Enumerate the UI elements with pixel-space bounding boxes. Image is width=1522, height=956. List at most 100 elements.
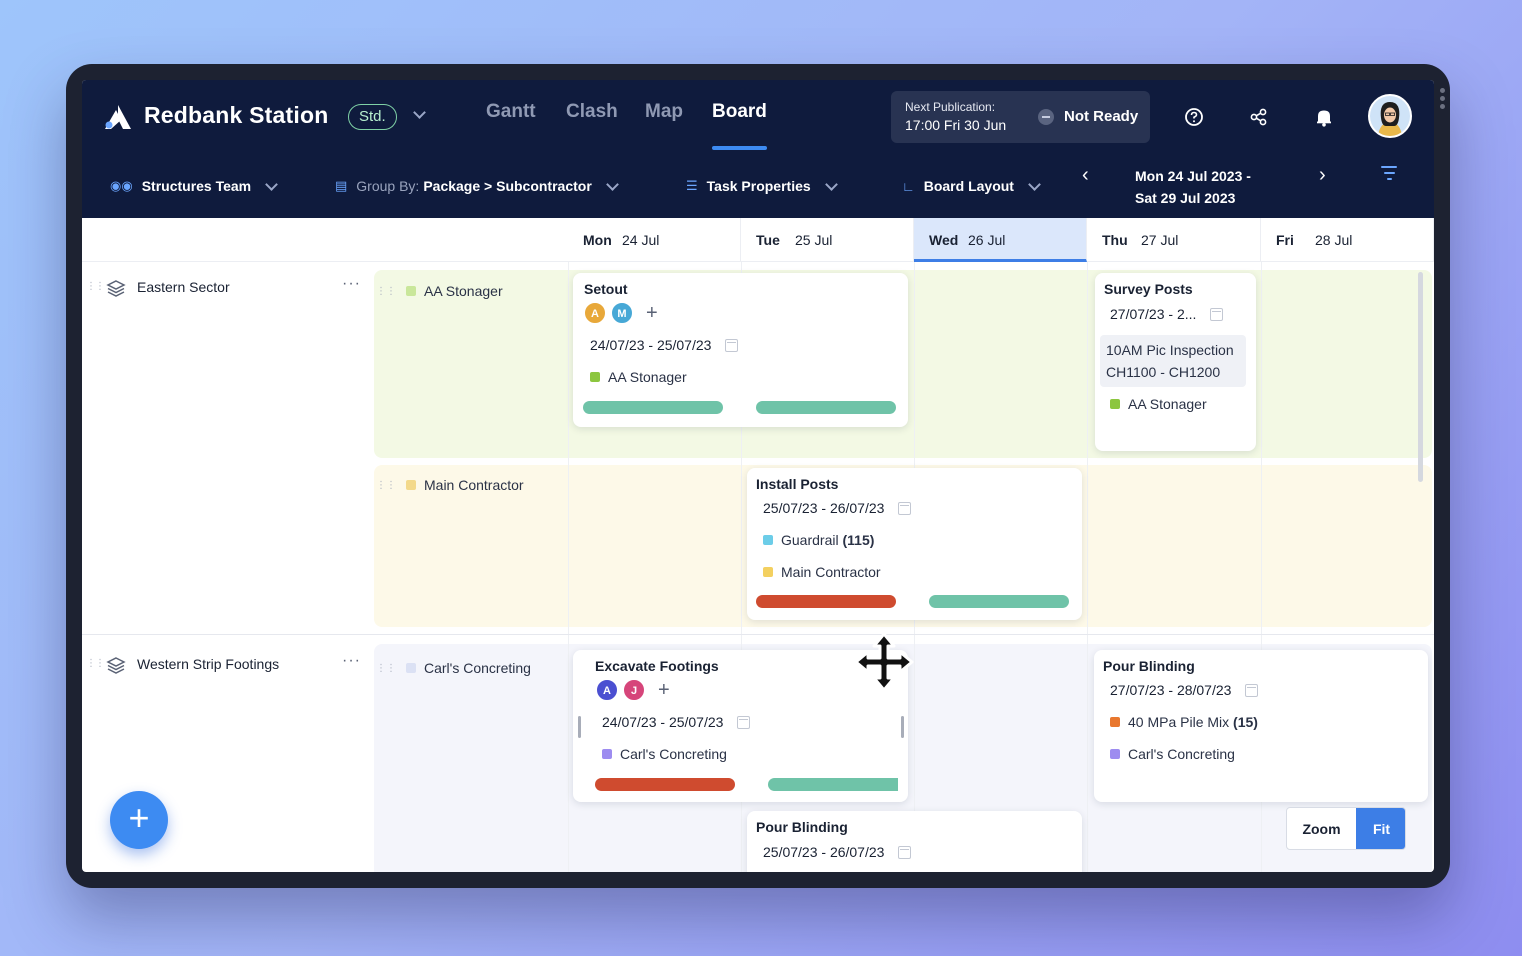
- material-color: [763, 535, 773, 545]
- calendar-icon[interactable]: [898, 502, 912, 515]
- chevron-left-icon[interactable]: ‹: [1082, 164, 1089, 186]
- group-by-selector[interactable]: ▤ Group By: Package > Subcontractor: [335, 177, 619, 194]
- progress-bar: [929, 595, 1069, 608]
- tab-board[interactable]: Board: [712, 101, 767, 122]
- day-name: Mon: [583, 232, 612, 248]
- assignee-avatar[interactable]: M: [611, 302, 633, 324]
- list-icon: ☰: [686, 178, 698, 193]
- card-dates: 27/07/23 - 2...: [1110, 306, 1224, 322]
- subgroup-color: [406, 663, 416, 673]
- chevron-down-icon: [605, 177, 619, 191]
- task-card-setout[interactable]: Setout A M + 24/07/23 - 25/07/23 AA Ston…: [573, 273, 908, 427]
- date-range-start: Mon 24 Jul 2023 -: [1135, 168, 1251, 184]
- sector-western[interactable]: ⋮⋮ Western Strip Footings ···: [82, 652, 372, 684]
- day-header-mon: Mon 24 Jul: [568, 218, 741, 262]
- card-dates: 25/07/23 - 26/07/23: [763, 500, 912, 516]
- date-range: Mon 24 Jul 2023 - Sat 29 Jul 2023: [1135, 165, 1251, 209]
- calendar-icon[interactable]: [737, 716, 751, 729]
- board-layout-button[interactable]: ∟ Board Layout: [902, 177, 1041, 194]
- filter-icon[interactable]: [1380, 166, 1398, 184]
- card-subcontractor: Carl's Concreting: [602, 746, 727, 762]
- assignee-avatar[interactable]: J: [623, 679, 645, 701]
- resize-handle-left[interactable]: [578, 716, 581, 738]
- publication-status[interactable]: Next Publication: 17:00 Fri 30 Jun Not R…: [891, 91, 1150, 143]
- task-card-pour-blinding[interactable]: Pour Blinding 27/07/23 - 28/07/23 40 MPa…: [1094, 650, 1428, 802]
- card-subcontractor: AA Stonager: [1110, 396, 1207, 412]
- team-selector[interactable]: ◉◉ Structures Team: [110, 177, 279, 194]
- resize-handle-right[interactable]: [901, 716, 904, 738]
- subcontractor-color: [763, 567, 773, 577]
- calendar-icon[interactable]: [1210, 308, 1224, 321]
- sector-name: Western Strip Footings: [137, 656, 280, 672]
- day-name: Tue: [756, 232, 780, 248]
- material-qty: (15): [1233, 714, 1258, 730]
- chevron-down-icon: [265, 177, 279, 191]
- subgroup-aa-stonager[interactable]: ⋮⋮ AA Stonager: [376, 283, 503, 299]
- card-title: Install Posts: [756, 476, 839, 492]
- calendar-icon[interactable]: [898, 846, 912, 859]
- card-material: 40 MPa Pile Mix (15): [1110, 714, 1258, 730]
- card-note: 10AM Pic Inspection CH1100 - CH1200: [1100, 335, 1246, 387]
- tab-clash[interactable]: Clash: [566, 101, 618, 122]
- task-card-survey-posts[interactable]: Survey Posts 27/07/23 - 2... 10AM Pic In…: [1095, 273, 1256, 451]
- zoom-button[interactable]: Zoom: [1302, 821, 1341, 837]
- publication-state: Not Ready: [1064, 108, 1139, 125]
- more-icon[interactable]: ···: [342, 652, 361, 669]
- day-date: 25 Jul: [795, 232, 833, 248]
- tab-map[interactable]: Map: [645, 101, 683, 122]
- chevron-down-icon: [824, 177, 838, 191]
- drag-handle-icon[interactable]: ⋮⋮: [86, 658, 105, 669]
- task-card-install-posts[interactable]: Install Posts 25/07/23 - 26/07/23 Guardr…: [747, 468, 1082, 620]
- task-card-pour-blinding-2[interactable]: Pour Blinding 25/07/23 - 26/07/23: [747, 811, 1082, 872]
- column-divider: [1087, 262, 1088, 872]
- logo-icon[interactable]: [104, 104, 132, 130]
- day-date: 28 Jul: [1315, 232, 1353, 248]
- fit-button[interactable]: Fit: [1356, 808, 1405, 849]
- drag-handle-icon[interactable]: ⋮⋮: [376, 285, 396, 297]
- day-date: 24 Jul: [622, 232, 660, 248]
- more-icon[interactable]: ···: [342, 275, 361, 292]
- calendar-icon[interactable]: [725, 339, 739, 352]
- progress-bar: [595, 778, 735, 791]
- chevron-right-icon[interactable]: ›: [1319, 164, 1326, 186]
- chevron-down-icon[interactable]: [413, 106, 426, 119]
- device-dots: [1440, 88, 1446, 112]
- column-divider: [568, 262, 569, 872]
- layers-icon: [106, 280, 126, 297]
- status-minus-icon: [1038, 109, 1054, 125]
- card-title: Excavate Footings: [595, 658, 719, 674]
- subgroup-carls-concreting[interactable]: ⋮⋮ Carl's Concreting: [376, 660, 531, 676]
- drag-handle-icon[interactable]: ⋮⋮: [86, 281, 105, 292]
- progress-bar: [583, 401, 723, 414]
- sector-eastern[interactable]: ⋮⋮ Eastern Sector ···: [82, 275, 372, 307]
- add-task-button[interactable]: +: [110, 791, 168, 849]
- share-icon[interactable]: [1248, 106, 1270, 128]
- date-range-end: Sat 29 Jul 2023: [1135, 190, 1236, 206]
- project-title[interactable]: Redbank Station: [144, 102, 329, 128]
- day-header-thu: Thu 27 Jul: [1087, 218, 1261, 262]
- day-header-fri: Fri 28 Jul: [1261, 218, 1434, 262]
- day-name: Thu: [1102, 232, 1128, 248]
- user-avatar[interactable]: [1368, 94, 1412, 138]
- calendar-icon[interactable]: [1245, 684, 1259, 697]
- progress-bar: [756, 595, 896, 608]
- vertical-scrollbar[interactable]: [1418, 272, 1423, 482]
- tab-gantt[interactable]: Gantt: [486, 101, 536, 122]
- task-properties-button[interactable]: ☰ Task Properties: [686, 177, 838, 194]
- drag-handle-icon[interactable]: ⋮⋮: [376, 479, 396, 491]
- assignee-avatar[interactable]: A: [584, 302, 606, 324]
- subcontractor-name: Main Contractor: [781, 564, 881, 580]
- card-title: Pour Blinding: [756, 819, 848, 835]
- help-icon[interactable]: [1183, 106, 1205, 128]
- subcontractor-name: AA Stonager: [1128, 396, 1207, 412]
- material-qty: (115): [842, 532, 875, 548]
- plus-icon[interactable]: +: [646, 302, 658, 324]
- material-color: [1110, 717, 1120, 727]
- subgroup-main-contractor[interactable]: ⋮⋮ Main Contractor: [376, 477, 524, 493]
- plus-icon[interactable]: +: [658, 679, 670, 701]
- drag-handle-icon[interactable]: ⋮⋮: [376, 662, 396, 674]
- task-card-excavate-footings[interactable]: Excavate Footings A J + 24/07/23 - 25/07…: [573, 650, 908, 802]
- user-portrait-icon: [1370, 96, 1410, 136]
- assignee-avatar[interactable]: A: [596, 679, 618, 701]
- bell-icon[interactable]: [1313, 106, 1335, 128]
